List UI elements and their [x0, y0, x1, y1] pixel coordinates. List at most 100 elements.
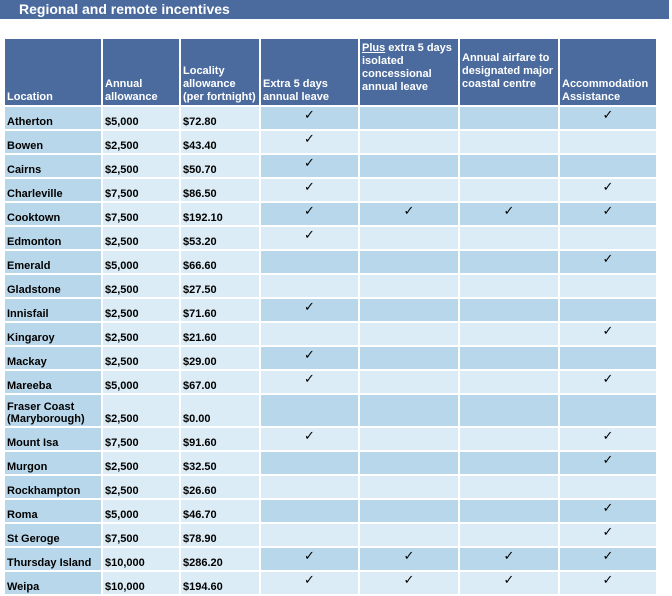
table-body: Atherton $5,000 $72.80 ✓ ✓ Bowen $2,500 $43.40 ✓… [5, 107, 656, 594]
annual-allowance-cell: $2,500 [103, 275, 179, 297]
annual-allowance-cell: $2,500 [103, 227, 179, 249]
airfare-check-cell [460, 107, 558, 129]
check-icon: ✓ [602, 203, 614, 218]
extra-leave-check-cell: ✓ [261, 548, 358, 570]
table-row: Roma $5,000 $46.70 ✓ [5, 500, 656, 522]
table-row: Edmonton $2,500 $53.20 ✓ [5, 227, 656, 249]
table-row: Innisfail $2,500 $71.60 ✓ [5, 299, 656, 321]
isolated-leave-check-cell [360, 275, 458, 297]
locality-allowance-cell: $0.00 [181, 395, 259, 426]
isolated-leave-check-cell [360, 347, 458, 369]
annual-allowance-cell: $2,500 [103, 299, 179, 321]
annual-allowance-cell: $2,500 [103, 155, 179, 177]
header-annual-allowance: Annual allowance [103, 39, 179, 105]
location-cell: Bowen [5, 131, 101, 153]
locality-allowance-cell: $71.60 [181, 299, 259, 321]
location-cell: Innisfail [5, 299, 101, 321]
extra-leave-check-cell [261, 323, 358, 345]
extra-leave-check-cell: ✓ [261, 227, 358, 249]
accommodation-check-cell: ✓ [560, 524, 656, 546]
check-icon: ✓ [602, 524, 614, 539]
isolated-leave-check-cell: ✓ [360, 572, 458, 594]
check-icon: ✓ [304, 572, 315, 587]
accommodation-check-cell: ✓ [560, 452, 656, 474]
header-plus-word: Plus [362, 42, 386, 54]
airfare-check-cell [460, 500, 558, 522]
table-row: Cairns $2,500 $50.70 ✓ [5, 155, 656, 177]
table-row: Emerald $5,000 $66.60 ✓ [5, 251, 656, 273]
locality-allowance-cell: $192.10 [181, 203, 259, 225]
location-cell: Cairns [5, 155, 101, 177]
airfare-check-cell: ✓ [460, 203, 558, 225]
airfare-check-cell [460, 179, 558, 201]
isolated-leave-check-cell [360, 524, 458, 546]
extra-leave-check-cell [261, 524, 358, 546]
check-icon: ✓ [304, 227, 315, 242]
airfare-check-cell [460, 299, 558, 321]
airfare-check-cell: ✓ [460, 572, 558, 594]
check-icon: ✓ [602, 323, 614, 338]
check-icon: ✓ [602, 179, 614, 194]
annual-allowance-cell: $2,500 [103, 347, 179, 369]
extra-leave-check-cell [261, 500, 358, 522]
extra-leave-check-cell: ✓ [261, 347, 358, 369]
locality-allowance-cell: $53.20 [181, 227, 259, 249]
extra-leave-check-cell [261, 395, 358, 426]
isolated-leave-check-cell [360, 227, 458, 249]
extra-leave-check-cell [261, 251, 358, 273]
table-row: Fraser Coast (Maryborough) $2,500 $0.00 [5, 395, 656, 426]
location-cell: Mareeba [5, 371, 101, 393]
locality-allowance-cell: $43.40 [181, 131, 259, 153]
annual-allowance-cell: $5,000 [103, 107, 179, 129]
location-cell: Thursday Island [5, 548, 101, 570]
locality-allowance-cell: $29.00 [181, 347, 259, 369]
accommodation-check-cell: ✓ [560, 179, 656, 201]
isolated-leave-check-cell [360, 131, 458, 153]
locality-allowance-cell: $66.60 [181, 251, 259, 273]
check-icon: ✓ [503, 572, 515, 587]
locality-allowance-cell: $67.00 [181, 371, 259, 393]
check-icon: ✓ [503, 548, 515, 563]
airfare-check-cell [460, 155, 558, 177]
header-airfare: Annual airfare to designated major coast… [460, 39, 558, 105]
location-cell: Cooktown [5, 203, 101, 225]
extra-leave-check-cell [261, 275, 358, 297]
table-row: Mackay $2,500 $29.00 ✓ [5, 347, 656, 369]
check-icon: ✓ [304, 371, 315, 386]
annual-allowance-cell: $7,500 [103, 524, 179, 546]
locality-allowance-cell: $27.50 [181, 275, 259, 297]
isolated-leave-check-cell [360, 323, 458, 345]
locality-allowance-cell: $32.50 [181, 452, 259, 474]
extra-leave-check-cell: ✓ [261, 155, 358, 177]
airfare-check-cell [460, 347, 558, 369]
location-cell: Roma [5, 500, 101, 522]
extra-leave-check-cell [261, 476, 358, 498]
annual-allowance-cell: $2,500 [103, 131, 179, 153]
check-icon: ✓ [403, 548, 415, 563]
accommodation-check-cell [560, 155, 656, 177]
accommodation-check-cell: ✓ [560, 323, 656, 345]
check-icon: ✓ [602, 500, 614, 515]
extra-leave-check-cell: ✓ [261, 299, 358, 321]
airfare-check-cell [460, 371, 558, 393]
check-icon: ✓ [503, 203, 515, 218]
location-cell: St Geroge [5, 524, 101, 546]
accommodation-check-cell [560, 227, 656, 249]
location-cell: Emerald [5, 251, 101, 273]
annual-allowance-cell: $2,500 [103, 323, 179, 345]
location-cell: Gladstone [5, 275, 101, 297]
location-cell: Weipa [5, 572, 101, 594]
isolated-leave-check-cell: ✓ [360, 548, 458, 570]
isolated-leave-check-cell [360, 500, 458, 522]
airfare-check-cell [460, 275, 558, 297]
table-row: Murgon $2,500 $32.50 ✓ [5, 452, 656, 474]
airfare-check-cell [460, 227, 558, 249]
annual-allowance-cell: $7,500 [103, 203, 179, 225]
locality-allowance-cell: $194.60 [181, 572, 259, 594]
accommodation-check-cell: ✓ [560, 203, 656, 225]
check-icon: ✓ [602, 371, 614, 386]
locality-allowance-cell: $26.60 [181, 476, 259, 498]
locality-allowance-cell: $72.80 [181, 107, 259, 129]
extra-leave-check-cell: ✓ [261, 131, 358, 153]
isolated-leave-check-cell [360, 395, 458, 426]
